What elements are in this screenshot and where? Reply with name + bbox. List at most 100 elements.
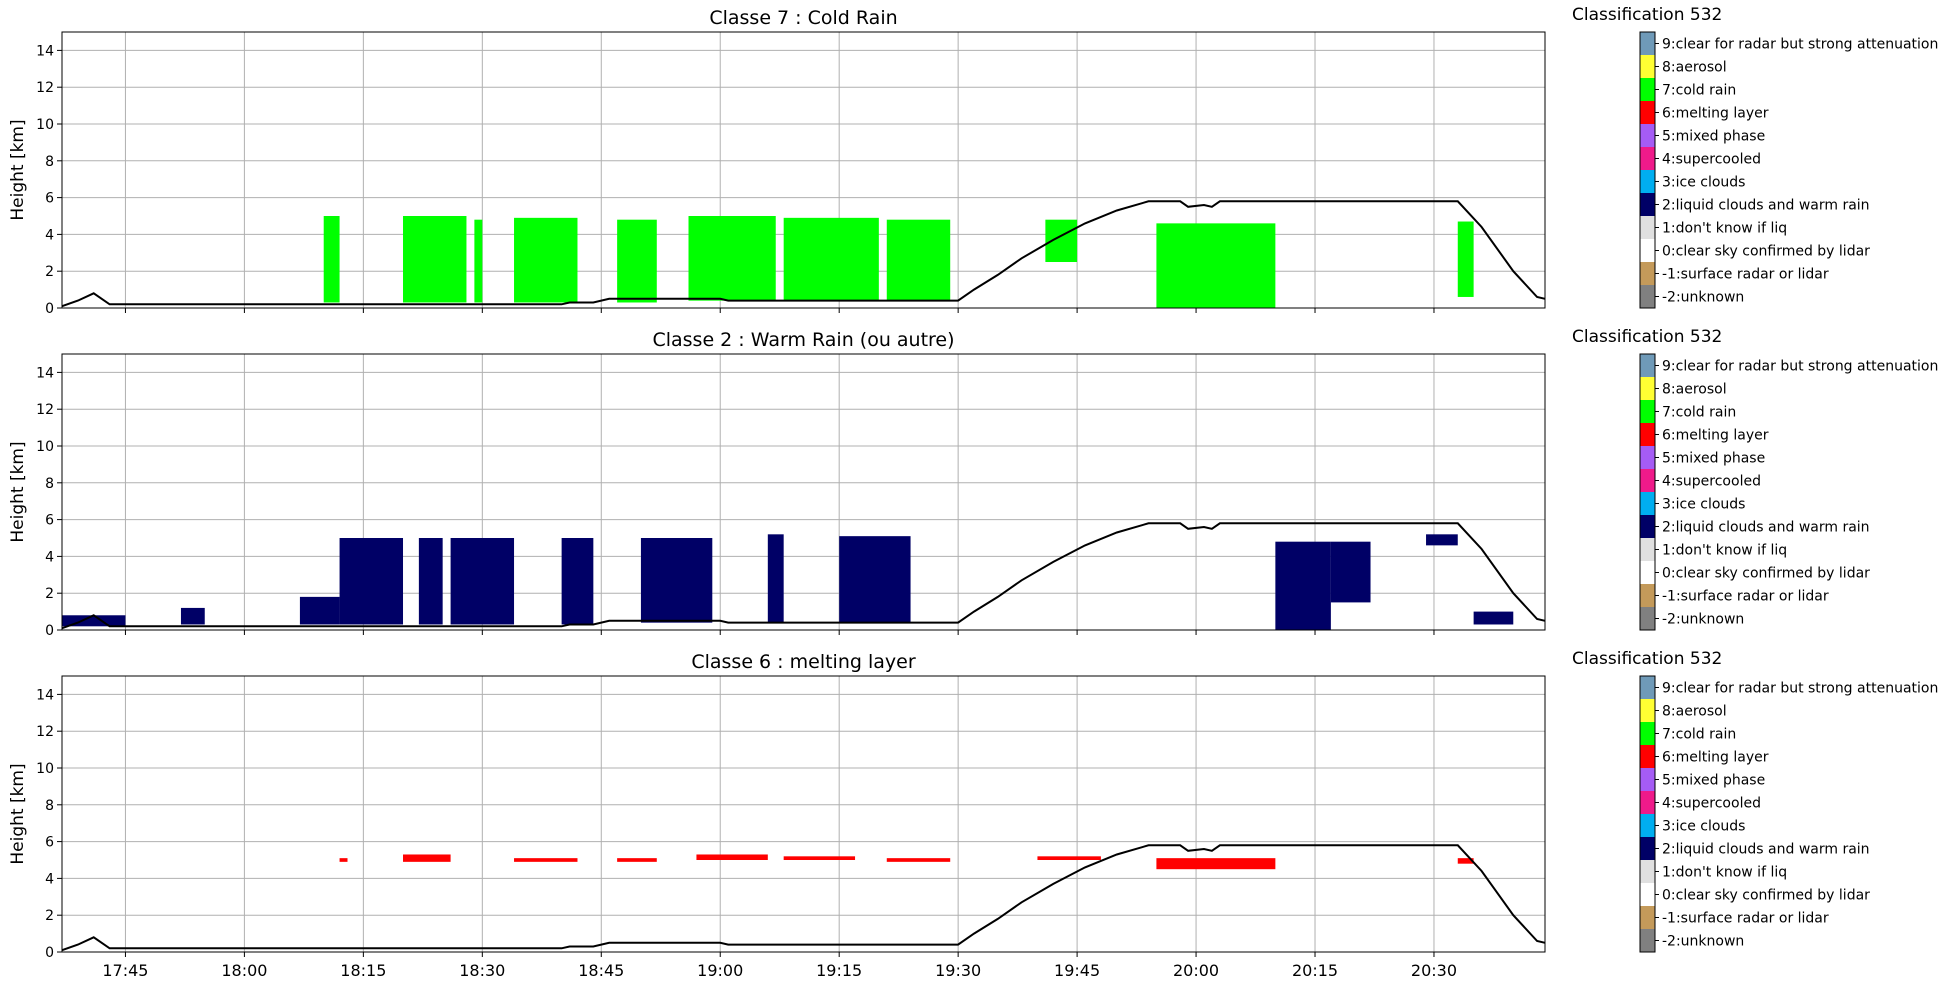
legend-swatch: [1640, 354, 1655, 377]
x-tick-label: 18:00: [221, 961, 267, 980]
panel-title: Classe 6 : melting layer: [691, 651, 915, 673]
legend-swatch: [1640, 768, 1655, 791]
legend-item-label: 9:clear for radar but strong attenuation: [1662, 359, 1938, 375]
legend-item-label: 1:don't know if liq: [1662, 865, 1787, 881]
x-tick-label: 18:15: [340, 961, 386, 980]
echo-segment: [403, 854, 451, 862]
legend-swatch: [1640, 216, 1655, 239]
legend-item-label: 5:mixed phase: [1662, 129, 1765, 145]
legend-item-label: -2:unknown: [1662, 290, 1744, 306]
echo-segment: [339, 858, 348, 862]
panel-2: 0 2 4 6 8 10 12 14 Classe 2 : Warm Rain (ou autr…: [8, 329, 1546, 639]
echo-segment: [886, 858, 951, 862]
y-tick-label: 12: [36, 80, 54, 96]
echo-segment: [783, 217, 879, 301]
echo-segment: [1156, 223, 1276, 308]
legend-swatch: [1640, 722, 1655, 745]
legend-item-label: 7:cold rain: [1662, 727, 1736, 743]
legend-colorbar: Classification 532 9:clear for radar but …: [1572, 327, 1938, 631]
y-tick-label: 8: [45, 154, 54, 170]
legend-swatch: [1640, 285, 1655, 308]
x-tick-label: 19:00: [697, 961, 743, 980]
legend-swatch: [1640, 446, 1655, 469]
x-tick-label: 19:15: [816, 961, 862, 980]
legend-swatch: [1640, 32, 1655, 55]
echo-segment: [323, 216, 340, 303]
legend-item-label: 4:supercooled: [1662, 152, 1761, 168]
legend-swatch: [1640, 860, 1655, 883]
y-tick-label: 4: [45, 871, 54, 887]
y-tick-label: 0: [45, 623, 54, 639]
echo-segment: [1275, 541, 1331, 630]
legend-item-label: -2:unknown: [1662, 612, 1744, 628]
legend-item-label: 6:melting layer: [1662, 428, 1769, 444]
panel-title: Classe 7 : Cold Rain: [709, 7, 897, 29]
y-tick-label: 6: [45, 513, 54, 529]
legend-item-label: 5:mixed phase: [1662, 773, 1765, 789]
echo-segment: [640, 538, 713, 623]
echo-segment: [561, 538, 594, 625]
legend-swatch: [1640, 883, 1655, 906]
legend-swatch: [1640, 377, 1655, 400]
legend-swatch: [1640, 55, 1655, 78]
legend-item-label: -1:surface radar or lidar: [1662, 911, 1829, 927]
echo-segment: [514, 858, 578, 862]
legend-swatch: [1640, 745, 1655, 768]
legend-item-label: 0:clear sky confirmed by lidar: [1662, 888, 1870, 904]
legend-item-label: 8:aerosol: [1662, 704, 1727, 720]
echo-segment: [767, 534, 784, 623]
legend-swatch: [1640, 676, 1655, 699]
echo-segment: [299, 596, 340, 625]
x-tick-label: 20:30: [1411, 961, 1457, 980]
echo-segment: [839, 536, 911, 623]
y-tick-label: 2: [45, 908, 54, 924]
y-tick-label: 6: [45, 835, 54, 851]
legend-frame: [1639, 353, 1656, 631]
echo-segment: [617, 858, 657, 862]
echo-segment: [1473, 611, 1514, 625]
axes-frame: [61, 31, 1546, 309]
legend-item-label: 2:liquid clouds and warm rain: [1662, 198, 1870, 214]
legend-item-label: 3:ice clouds: [1662, 819, 1745, 835]
legend-item-label: 1:don't know if liq: [1662, 543, 1787, 559]
legend-swatch: [1640, 791, 1655, 814]
legend-swatch: [1640, 78, 1655, 101]
legend-swatch: [1640, 607, 1655, 630]
x-tick-label: 18:30: [459, 961, 505, 980]
legend-title: Classification 532: [1572, 649, 1722, 669]
legend-swatch: [1640, 262, 1655, 285]
legend-title: Classification 532: [1572, 5, 1722, 25]
echo-segment: [783, 856, 856, 860]
legend-item-label: 7:cold rain: [1662, 83, 1736, 99]
y-axis-label: Height [km]: [8, 119, 28, 220]
echo-segment: [474, 219, 483, 303]
legend-swatch: [1640, 193, 1655, 216]
panel-3: 0 2 4 6 8 10 12 14 17:45 18:00 18:15 18:30 18:45 19:0…: [8, 651, 1546, 980]
y-axis-label: Height [km]: [8, 441, 28, 542]
y-tick-label: 2: [45, 586, 54, 602]
legend-frame: [1639, 675, 1656, 953]
legend-item-label: 6:melting layer: [1662, 106, 1769, 122]
legend-swatch: [1640, 699, 1655, 722]
x-tick-label: 19:45: [1054, 961, 1100, 980]
legend-item-label: 8:aerosol: [1662, 60, 1727, 76]
echo-segment: [1330, 541, 1371, 603]
axes-frame: [61, 675, 1546, 953]
x-tick-label: 19:30: [935, 961, 981, 980]
legend-item-label: 3:ice clouds: [1662, 175, 1745, 191]
legend-item-label: 6:melting layer: [1662, 750, 1769, 766]
y-tick-label: 14: [36, 687, 54, 703]
legend-swatch: [1640, 170, 1655, 193]
y-tick-label: 0: [45, 301, 54, 317]
legend-item-label: 9:clear for radar but strong attenuation: [1662, 37, 1938, 53]
legend-frame: [1639, 31, 1656, 309]
echo-segment: [1457, 221, 1474, 297]
echo-segment: [886, 219, 951, 301]
y-tick-label: 12: [36, 724, 54, 740]
legend-swatch: [1640, 147, 1655, 170]
legend-swatch: [1640, 584, 1655, 607]
y-tick-label: 14: [36, 365, 54, 381]
legend-item-label: 2:liquid clouds and warm rain: [1662, 520, 1870, 536]
legend-item-label: 0:clear sky confirmed by lidar: [1662, 244, 1870, 260]
